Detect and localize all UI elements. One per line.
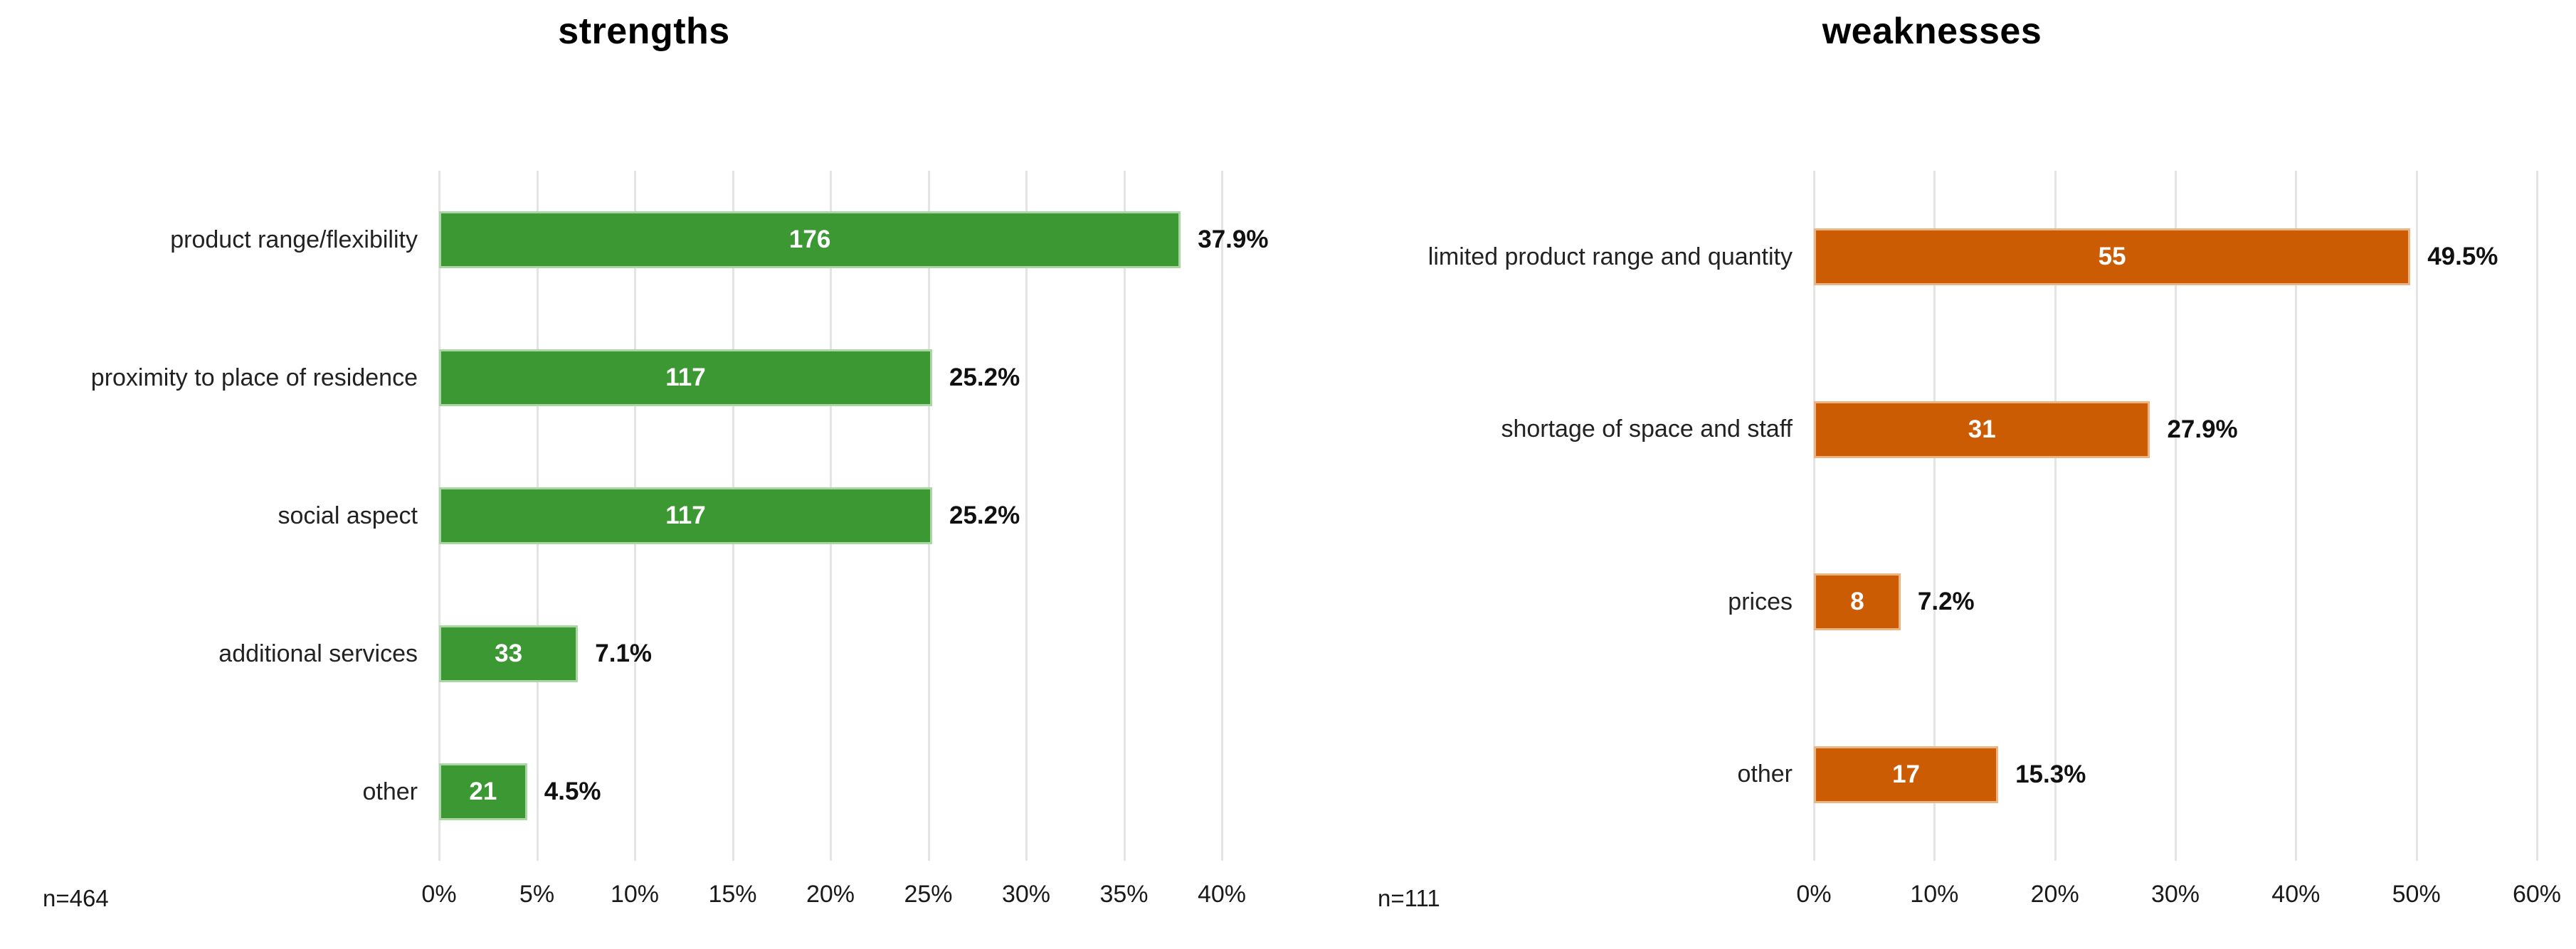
bar-row: 117 25.2% [439, 309, 1222, 447]
x-axis-tick: 30% [2150, 881, 2200, 908]
bar-shortage-space-staff: 31 [1814, 401, 2150, 458]
gridline [1221, 171, 1223, 861]
bar-count-label: 55 [2098, 243, 2126, 271]
bar-row: 21 4.5% [439, 723, 1222, 861]
category-label: product range/flexibility [170, 226, 418, 253]
bar-prices: 8 [1814, 573, 1901, 631]
bar-count-label: 21 [469, 778, 497, 805]
x-axis-tick: 10% [610, 881, 660, 908]
gridline [1933, 171, 1936, 861]
bar-row: 31 27.9% [1814, 344, 2537, 516]
bar-percent-label: 27.9% [2167, 415, 2238, 443]
weaknesses-chart-title: weaknesses [1822, 11, 2042, 52]
category-label: shortage of space and staff [1501, 415, 1793, 443]
gridline [2054, 171, 2057, 861]
category-label: other [362, 778, 418, 805]
gridline [2536, 171, 2538, 861]
strengths-bars: 176 37.9% 117 25.2% 117 25.2% [439, 171, 1269, 861]
bar-limited-product-range: 55 [1814, 228, 2411, 286]
gridline [1123, 171, 1126, 861]
x-axis-tick: 40% [1197, 881, 1247, 908]
category-label: limited product range and quantity [1427, 243, 1793, 270]
x-axis-tick: 10% [1910, 881, 1959, 908]
bar-row: 17 15.3% [1814, 689, 2537, 861]
gridline [2295, 171, 2298, 861]
x-axis-tick: 0% [1796, 881, 1832, 908]
strengths-chart: strengths product range/flexibility prox… [0, 11, 1269, 923]
bar-other: 21 [439, 763, 527, 820]
bar-percent-label: 15.3% [2015, 760, 2086, 788]
bar-percent-label: 4.5% [544, 778, 601, 805]
gridline [1025, 171, 1028, 861]
x-axis-tick: 60% [2512, 881, 2562, 908]
x-axis-tick: 0% [421, 881, 457, 908]
category-label: social aspect [278, 502, 418, 529]
category-label: prices [1728, 588, 1793, 615]
bar-row: 176 37.9% [439, 171, 1269, 309]
gridline [1813, 171, 1815, 861]
weaknesses-bars: 55 49.5% 31 27.9% 8 7.2% [1814, 171, 2537, 861]
bar-percent-label: 49.5% [2427, 243, 2498, 271]
bar-proximity-to-residence: 117 [439, 349, 932, 406]
gridline [2415, 171, 2418, 861]
category-label: additional services [218, 640, 418, 667]
bar-count-label: 31 [1968, 415, 1996, 443]
bar-percent-label: 7.1% [595, 640, 653, 667]
bar-percent-label: 37.9% [1198, 226, 1269, 253]
bar-count-label: 176 [788, 226, 831, 253]
bar-count-label: 8 [1850, 588, 1864, 616]
strengths-chart-title: strengths [558, 11, 730, 52]
category-label: other [1737, 760, 1793, 788]
weaknesses-chart: weaknesses limited product range and qua… [1288, 0, 2576, 949]
bar-row: 8 7.2% [1814, 516, 2537, 689]
bar-count-label: 33 [495, 640, 523, 667]
x-axis-tick: 35% [1099, 881, 1149, 908]
bar-row: 117 25.2% [439, 447, 1222, 585]
strengths-sample-size: n=464 [43, 885, 109, 911]
x-axis-tick: 5% [519, 881, 555, 908]
category-label: proximity to place of residence [90, 364, 418, 391]
bar-other: 17 [1814, 746, 1999, 803]
bar-product-range-flexibility: 176 [439, 211, 1181, 268]
bar-percent-label: 25.2% [949, 364, 1020, 391]
bar-row: 33 7.1% [439, 585, 1222, 723]
x-axis-tick: 25% [904, 881, 953, 908]
x-axis-tick: 50% [2392, 881, 2441, 908]
bar-count-label: 117 [665, 502, 706, 529]
bar-row: 55 49.5% [1814, 171, 2537, 344]
bar-count-label: 117 [665, 364, 706, 391]
weaknesses-plot-area: 55 49.5% 31 27.9% 8 7.2% [1813, 171, 2538, 861]
strengths-category-labels: product range/flexibility proximity to p… [0, 171, 439, 861]
bar-count-label: 17 [1892, 760, 1920, 788]
bar-additional-services: 33 [439, 625, 579, 682]
strengths-plot-area: 176 37.9% 117 25.2% 117 25.2% [438, 171, 1269, 861]
x-axis-tick: 40% [2271, 881, 2321, 908]
bar-social-aspect: 117 [439, 487, 932, 544]
bar-percent-label: 7.2% [1917, 588, 1975, 616]
weaknesses-sample-size: n=111 [1378, 885, 1440, 911]
weaknesses-category-labels: limited product range and quantity short… [1288, 171, 1814, 861]
strengths-x-axis: 0% 5% 10% 15% 20% 25% 30% 35% 40% [421, 881, 1246, 923]
x-axis-tick: 15% [708, 881, 757, 908]
gridline [2175, 171, 2177, 861]
x-axis-tick: 20% [806, 881, 855, 908]
x-axis-tick: 20% [2030, 881, 2079, 908]
weaknesses-x-axis: 0% 10% 20% 30% 40% 50% 60% [1796, 881, 2561, 923]
x-axis-tick: 30% [1001, 881, 1051, 908]
bar-percent-label: 25.2% [949, 502, 1020, 529]
